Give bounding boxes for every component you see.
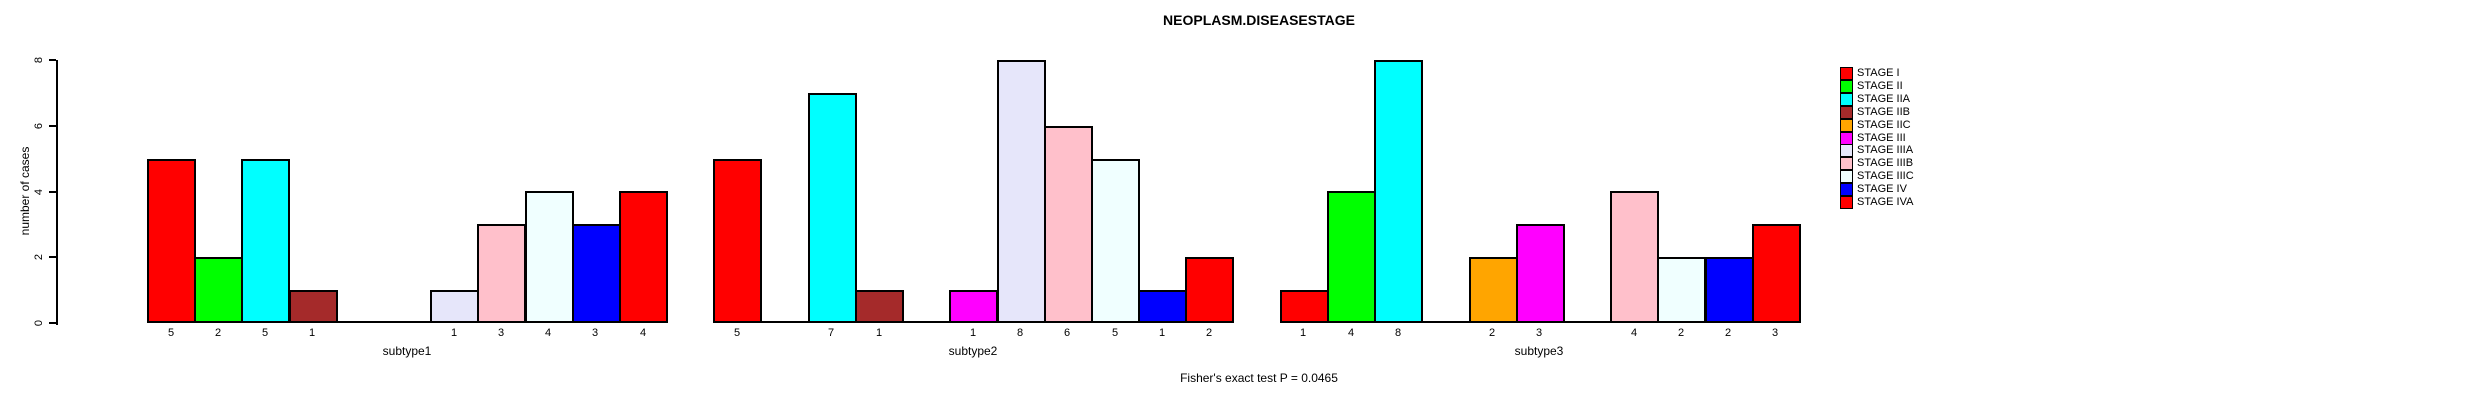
chart-title: NEOPLASM.DISEASESTAGE xyxy=(1163,12,1355,28)
legend-label: STAGE IIB xyxy=(1857,106,1910,118)
y-tick xyxy=(49,125,56,127)
legend-label: STAGE IIIB xyxy=(1857,157,1914,169)
y-tick xyxy=(49,256,56,258)
bar xyxy=(525,191,574,323)
legend-label: STAGE IIIC xyxy=(1857,170,1914,182)
bar xyxy=(147,159,196,323)
legend-label: STAGE IIIA xyxy=(1857,144,1914,156)
legend-label: STAGE IIA xyxy=(1857,93,1910,105)
bar-value-label: 1 xyxy=(1158,327,1166,339)
legend-label: STAGE IIC xyxy=(1857,119,1911,131)
legend-label: STAGE IV xyxy=(1857,183,1907,195)
legend-label: STAGE I xyxy=(1857,67,1900,79)
bar-value-label: 5 xyxy=(733,327,741,339)
bar-value-label: 4 xyxy=(544,327,552,339)
bar-value-label: 2 xyxy=(1205,327,1213,339)
bar xyxy=(1657,257,1706,323)
bar-value-label: 3 xyxy=(1771,327,1779,339)
bar-value-label: 5 xyxy=(1111,327,1119,339)
legend-swatch xyxy=(1840,119,1853,132)
bar xyxy=(1516,224,1565,323)
bar-value-label: 1 xyxy=(875,327,883,339)
legend-swatch xyxy=(1840,157,1853,170)
y-tick-label: 8 xyxy=(33,56,45,64)
y-tick-label: 6 xyxy=(33,122,45,130)
bar xyxy=(1091,159,1140,323)
y-tick xyxy=(49,191,56,193)
y-axis-line xyxy=(56,60,58,325)
group-label: subtype3 xyxy=(1514,344,1564,358)
legend-swatch xyxy=(1840,67,1853,80)
legend-swatch xyxy=(1840,144,1853,157)
legend-swatch xyxy=(1840,93,1853,106)
bar-value-label: 3 xyxy=(497,327,505,339)
bar xyxy=(1752,224,1801,323)
bar xyxy=(619,191,668,323)
bar-value-label: 2 xyxy=(1488,327,1496,339)
footer-annotation: Fisher's exact test P = 0.0465 xyxy=(1180,371,1338,385)
y-tick-label: 2 xyxy=(33,253,45,261)
bar xyxy=(430,290,479,323)
group-baseline xyxy=(147,321,666,323)
bar xyxy=(1469,257,1518,323)
bar-value-label: 8 xyxy=(1016,327,1024,339)
bar xyxy=(1610,191,1659,323)
bar xyxy=(241,159,290,323)
legend-swatch xyxy=(1840,196,1853,209)
bar xyxy=(855,290,904,323)
bar xyxy=(1280,290,1329,323)
y-tick xyxy=(49,322,56,324)
bar xyxy=(997,60,1046,323)
bar xyxy=(1138,290,1187,323)
bar xyxy=(808,93,857,323)
bar-value-label: 1 xyxy=(969,327,977,339)
y-tick xyxy=(49,59,56,61)
bar-value-label: 4 xyxy=(1347,327,1355,339)
bar-value-label: 1 xyxy=(308,327,316,339)
bar-value-label: 2 xyxy=(1724,327,1732,339)
bar-value-label: 6 xyxy=(1063,327,1071,339)
bar-value-label: 2 xyxy=(214,327,222,339)
legend-label: STAGE IVA xyxy=(1857,196,1914,208)
y-tick-label: 4 xyxy=(33,188,45,196)
bar-value-label: 8 xyxy=(1394,327,1402,339)
bar-value-label: 3 xyxy=(1535,327,1543,339)
bar xyxy=(1374,60,1423,323)
bar xyxy=(1185,257,1234,323)
bar-value-label: 3 xyxy=(591,327,599,339)
bar-value-label: 5 xyxy=(261,327,269,339)
legend-swatch xyxy=(1840,106,1853,119)
y-tick-label: 0 xyxy=(33,319,45,327)
bar-value-label: 7 xyxy=(827,327,835,339)
legend-label: STAGE II xyxy=(1857,80,1903,92)
legend-swatch xyxy=(1840,80,1853,93)
legend-swatch xyxy=(1840,170,1853,183)
group-label: subtype1 xyxy=(382,344,432,358)
bar-value-label: 5 xyxy=(167,327,175,339)
bar xyxy=(713,159,762,323)
legend-label: STAGE III xyxy=(1857,132,1906,144)
bar xyxy=(1327,191,1376,323)
bar xyxy=(477,224,526,323)
group-label: subtype2 xyxy=(948,344,998,358)
bar xyxy=(1705,257,1754,323)
bar xyxy=(289,290,338,323)
legend-swatch xyxy=(1840,183,1853,196)
bar xyxy=(949,290,998,323)
bar-value-label: 2 xyxy=(1677,327,1685,339)
bar-value-label: 1 xyxy=(450,327,458,339)
bar xyxy=(572,224,621,323)
bar-value-label: 4 xyxy=(1630,327,1638,339)
y-axis-title: number of cases xyxy=(18,146,32,236)
bar-value-label: 1 xyxy=(1299,327,1307,339)
bar xyxy=(1044,126,1093,323)
bar xyxy=(194,257,243,323)
bar-value-label: 4 xyxy=(639,327,647,339)
